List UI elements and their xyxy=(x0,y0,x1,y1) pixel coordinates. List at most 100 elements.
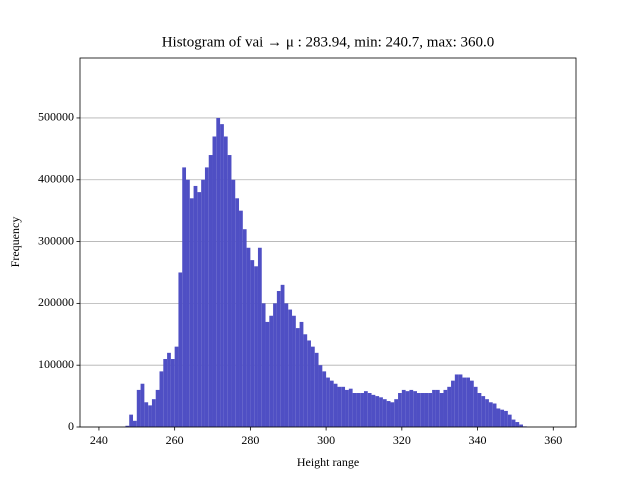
bar xyxy=(167,352,171,427)
bar xyxy=(379,397,383,427)
bar xyxy=(519,424,523,427)
bar xyxy=(405,391,410,427)
y-tick-label: 400000 xyxy=(38,172,74,186)
x-tick-label: 260 xyxy=(166,433,184,447)
bar xyxy=(257,247,262,427)
bar xyxy=(371,394,376,427)
bar xyxy=(129,414,134,427)
bar xyxy=(318,365,323,427)
bar xyxy=(375,396,380,427)
bar xyxy=(212,136,217,427)
bar xyxy=(163,359,168,427)
bar xyxy=(261,303,266,427)
bar xyxy=(322,371,327,427)
bar xyxy=(303,334,308,427)
bar xyxy=(159,371,164,427)
bar xyxy=(246,247,251,427)
bar xyxy=(454,374,459,427)
plot-frame xyxy=(79,57,577,428)
bar xyxy=(242,229,247,427)
bar xyxy=(432,389,436,427)
bar xyxy=(363,391,368,427)
bar xyxy=(481,396,486,427)
bar xyxy=(367,393,372,427)
bar xyxy=(292,315,296,427)
bar xyxy=(133,420,137,427)
bar xyxy=(280,284,285,427)
bar xyxy=(382,399,387,427)
bar xyxy=(420,393,425,427)
bar xyxy=(227,155,232,427)
x-tick-label: 360 xyxy=(544,433,562,447)
bar xyxy=(231,179,236,427)
bar xyxy=(151,399,156,427)
bar xyxy=(223,136,228,427)
bar xyxy=(250,260,255,427)
bar xyxy=(398,393,402,427)
bar xyxy=(125,425,130,427)
bar xyxy=(136,389,141,427)
bar xyxy=(310,346,315,427)
y-tick-label: 300000 xyxy=(38,233,74,247)
x-tick-label: 300 xyxy=(317,433,335,447)
bar xyxy=(386,401,391,427)
bar xyxy=(409,389,414,427)
bar xyxy=(458,374,463,427)
x-tick-label: 240 xyxy=(90,433,108,447)
bar xyxy=(307,340,311,427)
bar xyxy=(235,198,240,427)
bar xyxy=(390,402,395,427)
bar xyxy=(401,389,406,427)
bar xyxy=(208,155,213,427)
bar xyxy=(348,388,353,427)
bar xyxy=(174,346,179,427)
bar xyxy=(273,303,277,427)
bar xyxy=(451,380,455,427)
bar xyxy=(515,422,520,427)
bar xyxy=(329,380,334,427)
bar xyxy=(265,321,270,427)
bar xyxy=(443,389,448,427)
bar xyxy=(428,393,433,427)
bar xyxy=(186,179,190,427)
bar xyxy=(284,303,289,427)
bar xyxy=(239,210,243,427)
bar xyxy=(466,377,470,427)
bar xyxy=(337,386,342,427)
y-axis-label: Frequency xyxy=(8,217,22,268)
bar xyxy=(170,359,175,427)
bar xyxy=(276,291,281,427)
y-tick-label: 0 xyxy=(68,419,74,433)
chart-title: Histogram of vai → μ : 283.94, min: 240.… xyxy=(162,34,495,50)
bar xyxy=(447,386,452,427)
bar xyxy=(504,410,508,427)
bar xyxy=(269,315,274,427)
bar xyxy=(140,383,145,427)
bar xyxy=(201,179,205,427)
bar xyxy=(492,403,497,427)
y-tick-label: 500000 xyxy=(38,110,74,124)
bar xyxy=(220,124,224,427)
bar xyxy=(204,167,209,427)
bar xyxy=(144,402,149,427)
bar xyxy=(356,393,361,427)
bar xyxy=(473,386,478,427)
bar xyxy=(341,386,346,427)
bar xyxy=(424,393,429,427)
bar xyxy=(507,414,512,427)
y-tick-label: 100000 xyxy=(38,357,74,371)
bar xyxy=(496,408,501,427)
bar xyxy=(360,393,364,427)
bar xyxy=(477,393,482,427)
bar xyxy=(299,321,304,427)
x-tick-label: 280 xyxy=(241,433,259,447)
x-tick-label: 320 xyxy=(393,433,411,447)
x-tick-label: 340 xyxy=(469,433,487,447)
bar xyxy=(413,391,417,427)
bar xyxy=(435,389,440,427)
bar xyxy=(189,198,194,427)
bar xyxy=(462,377,467,427)
x-axis-label: Height range xyxy=(297,455,359,469)
